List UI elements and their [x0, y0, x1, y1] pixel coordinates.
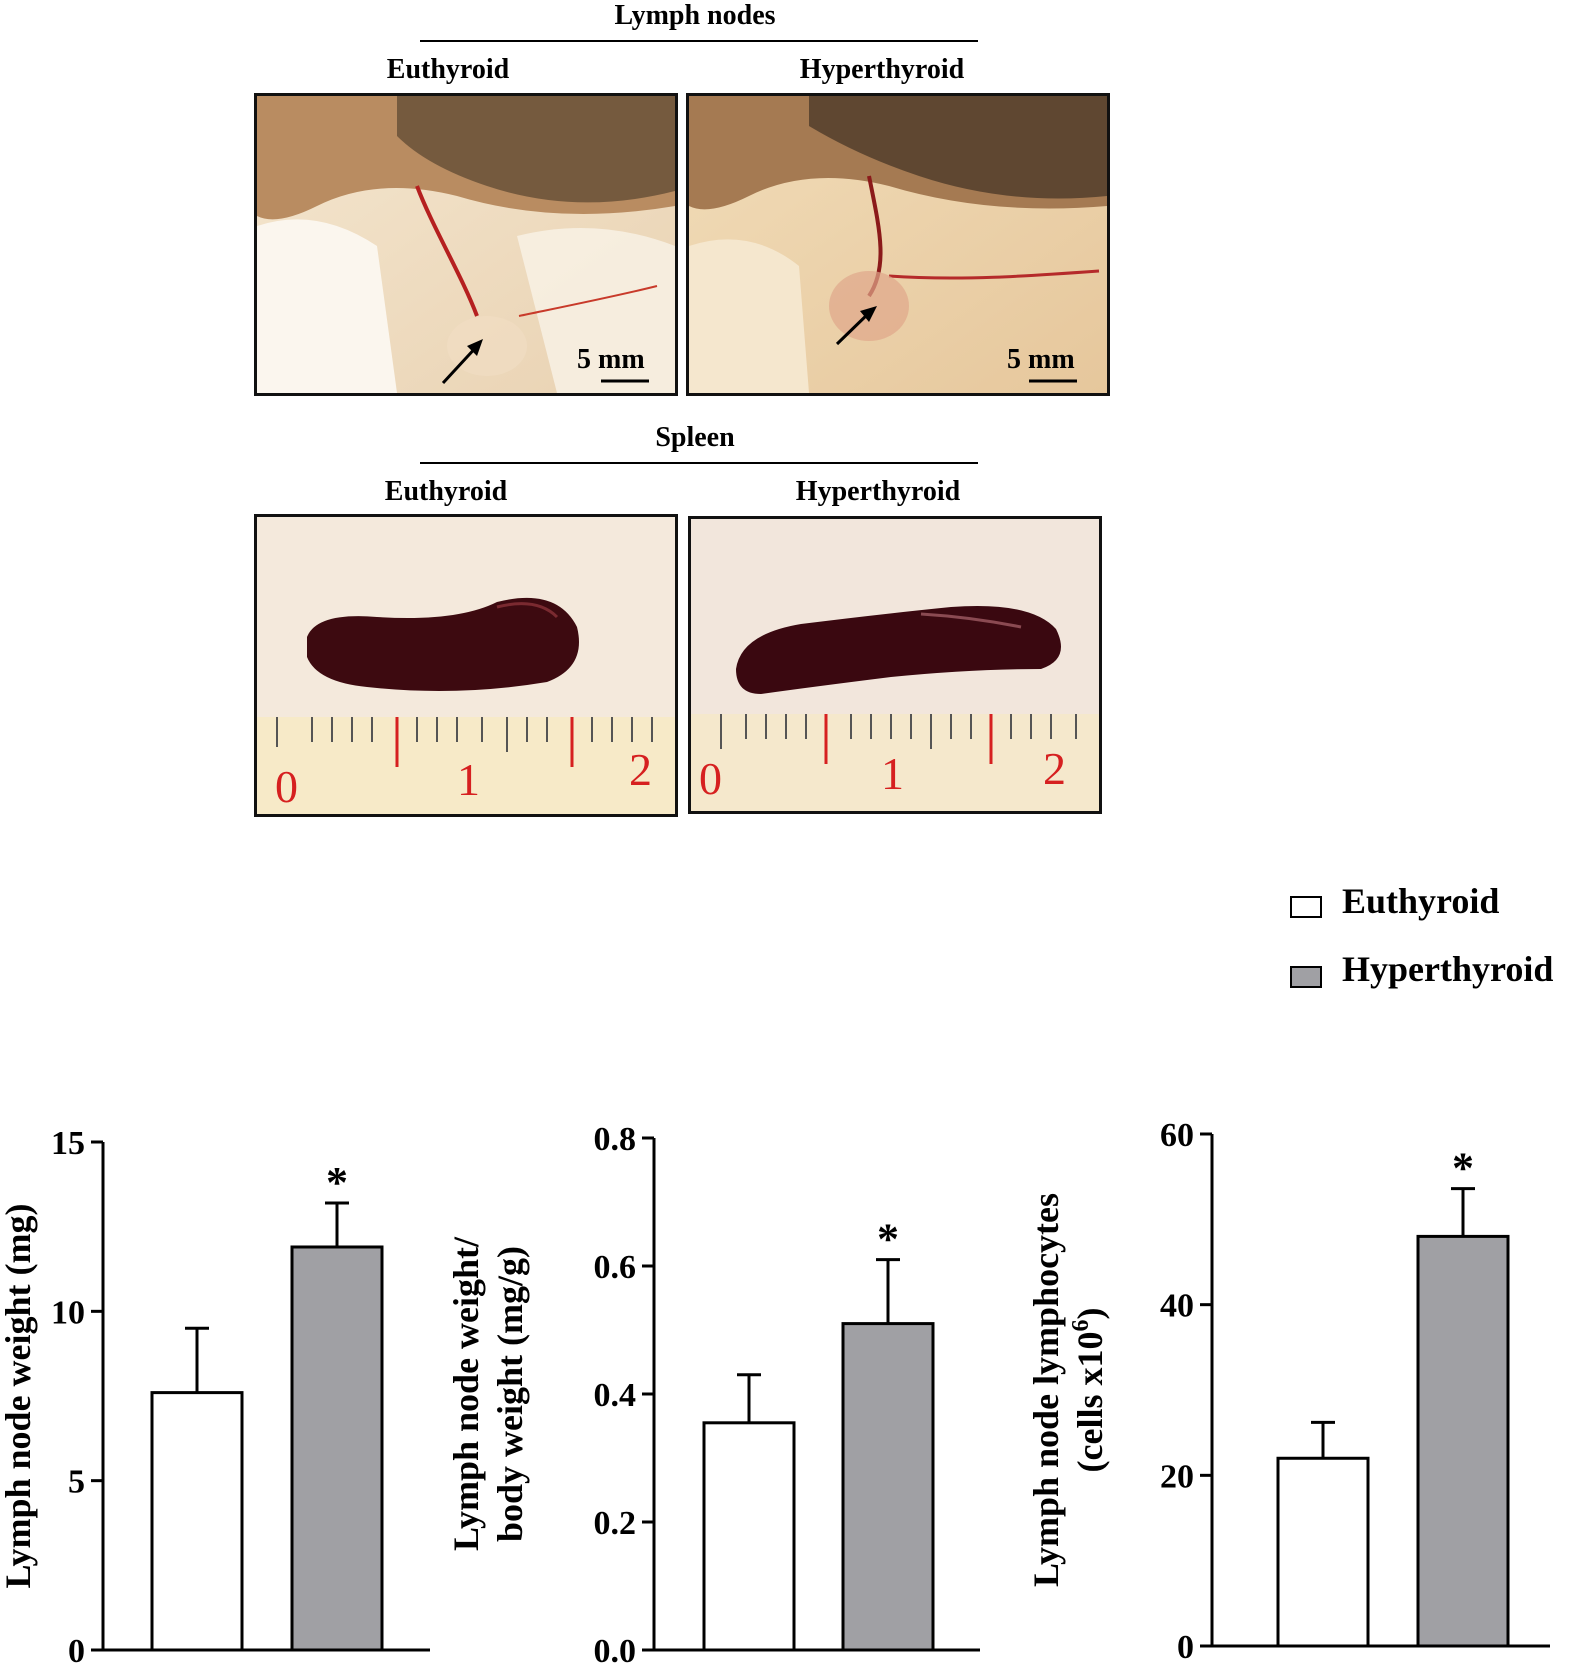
chart-3-y-axis-label: Lymph node lymphocytes (cells x106) — [1026, 1193, 1110, 1587]
lymph-euthyroid-illustration: 5 mm — [257, 96, 675, 393]
chart-3-y-axis-label-close: ) — [1070, 1308, 1110, 1320]
chart-1-bar-hyperthyroid — [290, 1245, 384, 1652]
scale-bar-label: 5 mm — [1007, 344, 1075, 375]
spleen-hyperthyroid-illustration: 0 1 2 — [691, 519, 1099, 811]
chart-2-y-axis-label-line-2: body weight (mg/g) — [490, 1246, 530, 1542]
spleen-section-rule — [420, 462, 978, 464]
legend-swatch-euthyroid — [1290, 896, 1322, 918]
legend: Euthyroid Hyperthyroid — [1290, 880, 1590, 1000]
chart-2-bar-hyperthyroid — [841, 1322, 935, 1652]
chart-2-y-axis-label: Lymph node weight/body weight (mg/g) — [446, 1236, 530, 1551]
lymph-section-title: Lymph nodes — [614, 0, 776, 31]
chart-1-y-tick-label: 5 — [68, 1464, 85, 1501]
ruler-ticks — [276, 717, 653, 762]
legend-label-euthyroid: Euthyroid — [1342, 881, 1500, 921]
chart-3-bar-hyperthyroid — [1416, 1234, 1510, 1648]
chart-3-y-axis-label-line-2: (cells x106) — [1068, 1308, 1110, 1473]
chart-1-y-tick-label: 10 — [51, 1294, 85, 1331]
chart-2-significance-marker: * — [877, 1215, 899, 1264]
legend-label-hyperthyroid: Hyperthyroid — [1342, 949, 1554, 989]
ruler-label-1: 1 — [457, 754, 480, 805]
chart-1-bar-euthyroid — [150, 1391, 244, 1652]
spleen-left-label: Euthyroid — [384, 476, 508, 507]
spleen-euthyroid-illustration: 0 1 2 — [257, 517, 675, 814]
chart-1-significance-marker: * — [326, 1158, 348, 1207]
chart-2-y-tick-label: 0.6 — [594, 1249, 637, 1286]
spleen-euthyroid-photo: 0 1 2 — [254, 514, 678, 817]
lymph-right-label: Hyperthyroid — [799, 54, 965, 85]
chart-1-y-tick-label: 15 — [51, 1125, 85, 1162]
chart-3-y-tick-label: 0 — [1177, 1629, 1194, 1666]
ruler-label-2: 2 — [1043, 743, 1066, 794]
spleen-hyperthyroid-photo: 0 1 2 — [688, 516, 1102, 814]
legend-swatch-hyperthyroid — [1290, 966, 1322, 988]
chart-2-y-axis-label-line-1: Lymph node weight/ — [446, 1236, 486, 1551]
lymph-section-rule — [420, 40, 978, 42]
chart-1-y-axis-label-text: Lymph node weight (mg) — [0, 1203, 38, 1588]
lymph-euthyroid-photo: 5 mm — [254, 93, 678, 396]
chart-3-bar-euthyroid — [1276, 1456, 1370, 1648]
chart-2-bar-euthyroid — [702, 1421, 796, 1652]
spleen-right-label: Hyperthyroid — [795, 476, 961, 507]
ruler-label-2: 2 — [629, 744, 652, 795]
chart-3-y-axis-label-unit: (cells x10 — [1070, 1332, 1110, 1473]
chart-2-y-tick-label: 0.8 — [594, 1121, 637, 1158]
ruler-label-0: 0 — [699, 753, 722, 804]
chart-2-y-tick-label: 0.0 — [594, 1633, 637, 1666]
chart-3-y-tick-label: 60 — [1160, 1117, 1194, 1154]
chart-3-y-tick-label: 40 — [1160, 1288, 1194, 1325]
lymph-left-label: Euthyroid — [386, 54, 510, 85]
chart-1-y-axis-label: Lymph node weight (mg) — [0, 1203, 38, 1588]
lymph-hyperthyroid-photo: 5 mm — [686, 93, 1110, 396]
chart-2-y-tick-label: 0.2 — [594, 1505, 637, 1542]
chart-3-significance-marker: * — [1452, 1144, 1474, 1193]
chart-3-y-axis-label-line-1: Lymph node lymphocytes — [1026, 1193, 1066, 1587]
scale-bar-label: 5 mm — [577, 344, 645, 375]
ruler-label-0: 0 — [275, 761, 298, 812]
chart-2-y-tick-label: 0.4 — [594, 1377, 637, 1414]
chart-3-y-axis-label-exponent: 6 — [1068, 1320, 1094, 1332]
chart-1-y-tick-label: 0 — [68, 1633, 85, 1666]
lymph-hyperthyroid-illustration: 5 mm — [689, 96, 1107, 393]
spleen-section-title: Spleen — [655, 422, 735, 453]
arrow-head-icon — [860, 306, 877, 322]
chart-3-y-tick-label: 20 — [1160, 1458, 1194, 1495]
ruler-label-1: 1 — [881, 748, 904, 799]
arrow-head-icon — [467, 339, 483, 356]
